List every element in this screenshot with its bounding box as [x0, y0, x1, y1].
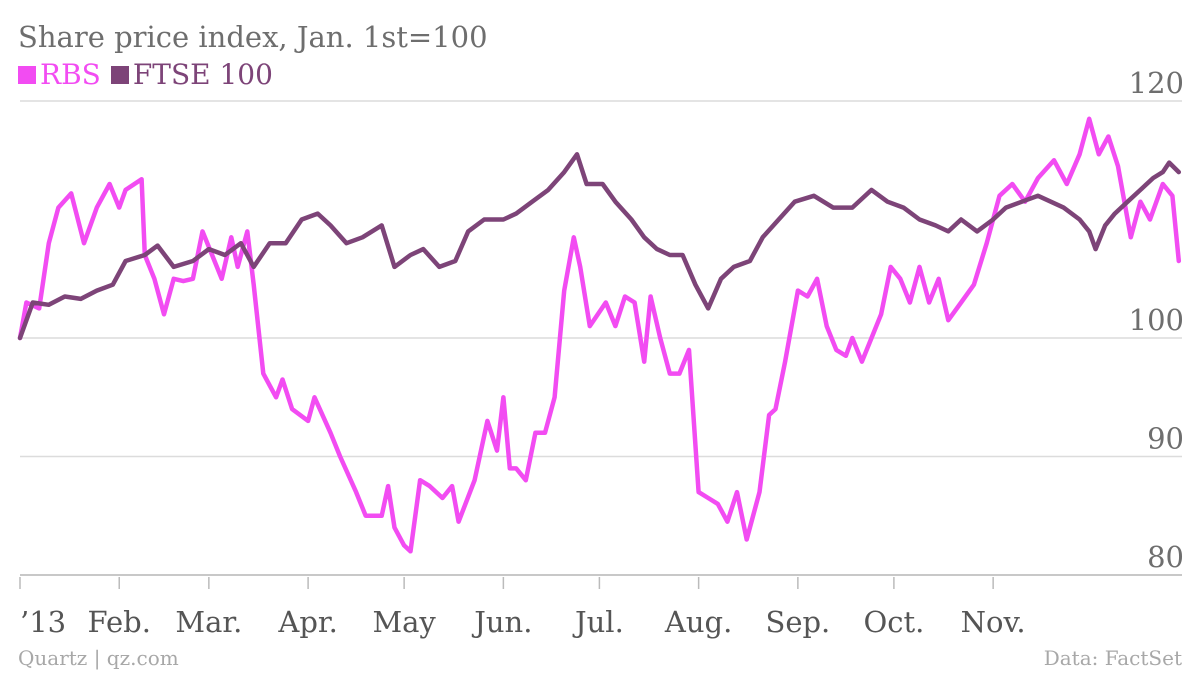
x-tick-label: Oct.: [863, 605, 924, 639]
x-tick-label: Nov.: [961, 605, 1026, 639]
x-tick-label: Aug.: [664, 605, 732, 639]
x-tick-label: Feb.: [87, 605, 150, 639]
legend-label-rbs: RBS: [40, 58, 101, 91]
footer-source-right: Data: FactSet: [1043, 646, 1182, 670]
legend-item-rbs: RBS: [18, 58, 101, 91]
x-tick-label: Apr.: [277, 605, 337, 639]
x-tick-label: Mar.: [175, 605, 242, 639]
y-tick-label: 90: [1147, 422, 1184, 456]
x-tick-label: Jun.: [471, 605, 532, 639]
legend-swatch-rbs: [18, 65, 36, 84]
x-tick-label: Jul.: [572, 605, 624, 639]
y-tick-label: 100: [1129, 303, 1184, 337]
legend-swatch-ftse: [110, 65, 129, 84]
footer-source-left: Quartz | qz.com: [18, 646, 179, 670]
series-line-rbs: [17, 116, 1182, 554]
y-tick-label: 120: [1129, 66, 1184, 100]
legend-item-ftse: FTSE 100: [110, 58, 273, 91]
chart-title: Share price index, Jan. 1st=100: [18, 20, 488, 54]
x-tick-label: May: [372, 605, 436, 639]
series-line-ftse-100: [17, 152, 1182, 341]
legend: RBS FTSE 100: [18, 58, 273, 91]
x-tick-label: ’13: [20, 605, 66, 639]
y-tick-label: 80: [1147, 540, 1184, 574]
x-tick-label: Sep.: [765, 605, 830, 639]
legend-label-ftse: FTSE 100: [132, 58, 273, 91]
